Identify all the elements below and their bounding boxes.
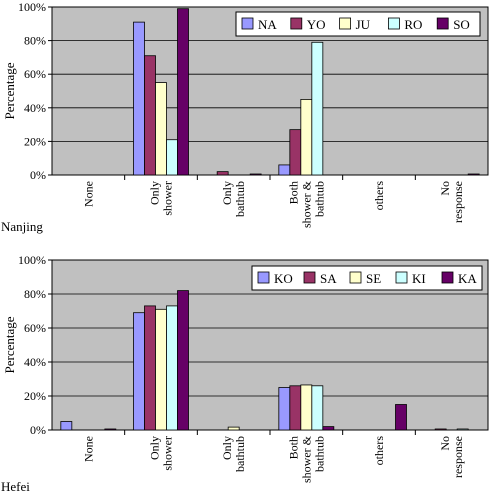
legend-swatch xyxy=(387,17,400,30)
bar xyxy=(311,41,324,176)
bar xyxy=(300,384,313,431)
x-category-label: Only xyxy=(148,181,162,205)
x-category-label: Both xyxy=(286,181,300,204)
y-tick-label: 60% xyxy=(24,67,46,81)
y-axis-label: Percentage xyxy=(2,316,17,373)
legend-swatch xyxy=(339,17,352,30)
x-category-label: response xyxy=(451,436,465,478)
x-category-label: Only xyxy=(220,181,234,205)
x-category-label: others xyxy=(372,436,386,466)
y-tick-label: 100% xyxy=(18,253,46,267)
bar xyxy=(166,305,178,431)
legend-swatch xyxy=(349,271,362,284)
bar xyxy=(249,173,262,176)
y-tick-label: 40% xyxy=(24,101,46,115)
x-category-label: shower & xyxy=(299,435,313,483)
x-category-label: bathtub xyxy=(233,181,247,217)
legend-swatch xyxy=(395,271,408,284)
x-category-label: Both xyxy=(286,436,300,459)
bar xyxy=(155,82,167,176)
y-tick-label: 80% xyxy=(24,34,46,48)
x-category-label: response xyxy=(451,181,465,223)
legend-entry: KO xyxy=(274,271,293,286)
x-category-label: No xyxy=(438,436,452,451)
x-category-label: others xyxy=(372,181,386,211)
y-tick-label: 0% xyxy=(30,168,46,182)
bar xyxy=(144,305,156,431)
bar xyxy=(467,173,480,176)
panel-label: Hefei xyxy=(1,479,30,494)
y-tick-label: 40% xyxy=(24,355,46,369)
legend-entry: KI xyxy=(412,271,426,286)
x-category-label: shower & xyxy=(299,180,313,228)
bar xyxy=(289,129,302,176)
legend-entry: KA xyxy=(458,271,477,286)
legend-swatch xyxy=(290,17,303,30)
bar xyxy=(144,55,156,176)
legend-entry: YO xyxy=(307,17,326,32)
bar xyxy=(278,164,291,176)
y-tick-label: 0% xyxy=(30,423,46,437)
x-category-label: None xyxy=(81,181,95,207)
legend-entry: SA xyxy=(320,271,337,286)
bar xyxy=(456,428,469,431)
bar xyxy=(133,21,145,176)
bar xyxy=(216,171,229,176)
bar xyxy=(322,426,335,431)
x-category-label: shower xyxy=(161,181,175,216)
x-category-label: Only xyxy=(148,436,162,460)
bar xyxy=(155,308,167,431)
legend-entry: NA xyxy=(258,17,277,32)
bar xyxy=(60,421,73,431)
x-category-label: shower xyxy=(161,436,175,471)
legend-entry: RO xyxy=(404,17,422,32)
x-category-label: bathtub xyxy=(312,436,326,472)
legend-entry: SE xyxy=(366,271,381,286)
bar xyxy=(177,290,189,431)
y-tick-label: 100% xyxy=(18,0,46,14)
y-tick-label: 80% xyxy=(24,287,46,301)
x-category-label: Only xyxy=(220,436,234,460)
legend-entry: SO xyxy=(453,17,470,32)
bar xyxy=(177,8,189,176)
y-tick-label: 20% xyxy=(24,134,46,148)
legend-swatch xyxy=(436,17,449,30)
bar xyxy=(395,404,407,431)
bar xyxy=(133,312,145,431)
legend-swatch xyxy=(257,271,270,284)
bar xyxy=(311,385,324,431)
bar xyxy=(227,426,240,431)
legend-swatch xyxy=(241,17,254,30)
bar xyxy=(289,385,302,431)
legend: NA YO JU RO SO xyxy=(235,11,481,37)
bar xyxy=(300,99,313,176)
y-tick-label: 60% xyxy=(24,321,46,335)
x-category-label: bathtub xyxy=(233,436,247,472)
y-axis-label: Percentage xyxy=(2,62,17,119)
legend: KO SA SE KI KA xyxy=(251,265,483,291)
panel-label: Nanjing xyxy=(1,219,43,234)
x-category-label: bathtub xyxy=(312,181,326,217)
legend-entry: JU xyxy=(356,17,371,32)
x-category-label: None xyxy=(81,436,95,462)
bar xyxy=(104,428,117,431)
bar xyxy=(278,387,291,431)
bar xyxy=(166,139,178,176)
bar xyxy=(434,428,447,431)
legend-swatch xyxy=(441,271,454,284)
legend-swatch xyxy=(303,271,316,284)
y-tick-label: 20% xyxy=(24,389,46,403)
x-category-label: No xyxy=(438,181,452,196)
